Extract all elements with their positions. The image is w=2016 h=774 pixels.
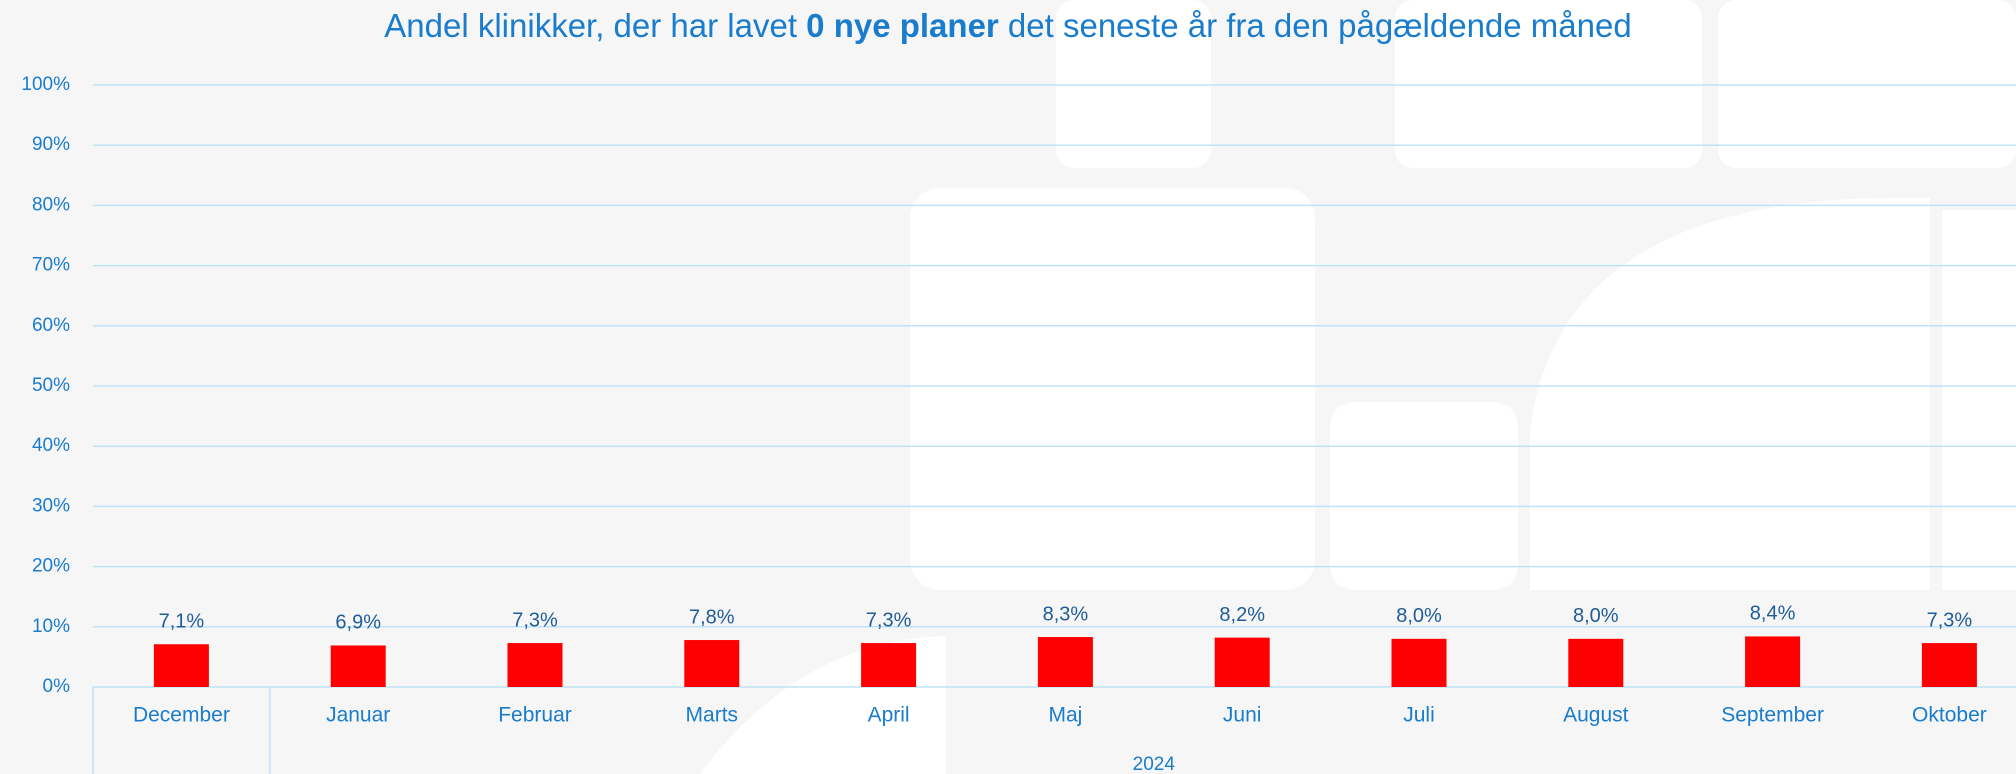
y-tick-label: 10%	[32, 616, 70, 637]
x-tick-label: September	[1721, 704, 1824, 727]
background-decoration	[700, 0, 2016, 774]
y-tick-label: 100%	[21, 74, 70, 95]
group-label: 2024	[1133, 754, 1176, 774]
bar	[1214, 637, 1270, 687]
x-tick-label: Juli	[1403, 704, 1435, 727]
value-label: 7,8%	[689, 606, 735, 628]
y-tick-label: 40%	[32, 435, 70, 456]
x-tick-label: Oktober	[1912, 704, 1987, 727]
y-tick-label: 0%	[43, 676, 71, 697]
bar	[1921, 643, 1977, 687]
y-tick-label: 20%	[32, 556, 70, 577]
title-part: Andel klinikker, der har lavet	[384, 7, 806, 44]
value-label: 8,0%	[1396, 605, 1442, 627]
bar	[1391, 638, 1447, 687]
x-tick-label: Maj	[1048, 704, 1082, 727]
x-tick-label: Juni	[1223, 704, 1262, 727]
value-label: 7,3%	[512, 609, 558, 631]
y-tick-label: 30%	[32, 495, 70, 516]
x-tick-label: Januar	[326, 704, 390, 727]
bar	[507, 643, 563, 687]
bar	[1568, 638, 1624, 687]
bar	[1745, 636, 1801, 687]
bar	[684, 640, 740, 687]
value-label: 7,3%	[1927, 609, 1973, 631]
y-tick-label: 80%	[32, 194, 70, 215]
bar	[153, 644, 209, 687]
value-label: 8,2%	[1219, 604, 1265, 626]
y-tick-label: 70%	[32, 255, 70, 276]
x-tick-label: August	[1563, 704, 1629, 727]
value-label: 7,3%	[866, 609, 912, 631]
chart-title: Andel klinikker, der har lavet 0 nye pla…	[384, 7, 1631, 44]
x-tick-label: December	[133, 704, 230, 727]
y-tick-label: 90%	[32, 134, 70, 155]
y-tick-label: 50%	[32, 375, 70, 396]
value-label: 8,4%	[1750, 603, 1796, 625]
value-label: 8,3%	[1043, 603, 1089, 625]
y-tick-label: 60%	[32, 315, 70, 336]
x-tick-label: April	[868, 704, 910, 727]
bar	[861, 643, 917, 687]
x-tick-label: Februar	[498, 704, 572, 727]
bar	[1037, 637, 1093, 687]
x-tick-label: Marts	[686, 704, 739, 727]
title-part: det seneste år fra den pågældende måned	[999, 7, 1632, 44]
value-label: 7,1%	[159, 611, 205, 633]
value-label: 8,0%	[1573, 605, 1619, 627]
value-label: 6,9%	[335, 612, 381, 634]
title-bold: 0 nye planer	[806, 7, 999, 44]
bar	[330, 645, 386, 687]
